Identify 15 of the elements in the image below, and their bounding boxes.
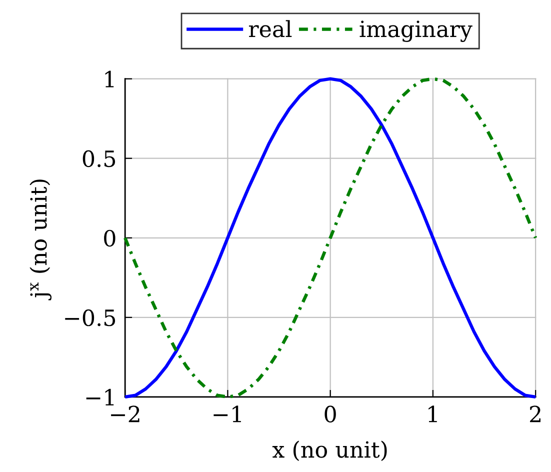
x-tick-label: 0 — [324, 406, 336, 422]
legend-label: real — [248, 20, 292, 38]
line-series — [123, 77, 538, 399]
x-tick-label: 1 — [428, 406, 437, 422]
y-tick-label: −1 — [86, 388, 114, 406]
y-tick-label: 0.5 — [82, 150, 116, 168]
y-tick-label: 1 — [105, 70, 114, 88]
legend-label: imaginary — [360, 20, 472, 42]
x-tick-label: 2 — [530, 406, 540, 422]
x-tick-label: −2 — [111, 406, 140, 422]
y-axis-title: j$^{x}$ (no unit) — [30, 180, 52, 300]
y-tick-label: 0 — [104, 230, 116, 247]
y-tick-label: −0.5 — [65, 309, 116, 326]
x-axis-title: x (no unit) — [272, 440, 387, 462]
x-tick-label: −1 — [214, 406, 241, 422]
